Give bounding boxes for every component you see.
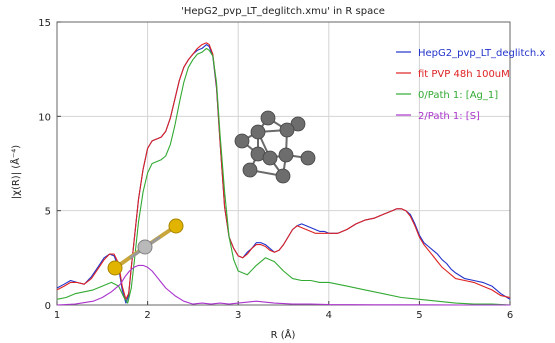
x-tick-label: 6 bbox=[507, 310, 513, 321]
x-tick-label: 4 bbox=[326, 310, 332, 321]
silver-atom-icon bbox=[250, 124, 266, 140]
plot-frame bbox=[56, 21, 511, 306]
silver-atom-icon bbox=[279, 122, 295, 138]
x-tick-label: 5 bbox=[416, 310, 422, 321]
y-axis-label: |χ(R)| (Å⁻⁴) bbox=[9, 145, 22, 199]
sulfur-atom-icon bbox=[107, 260, 123, 276]
legend-entry: fit PVP 48h 100uM bbox=[418, 69, 510, 80]
y-tick-label: 0 bbox=[45, 301, 51, 312]
legend-entry: 2/Path 1: [S] bbox=[418, 111, 480, 122]
silver-atom-icon bbox=[278, 147, 294, 163]
series-line-3 bbox=[56, 47, 511, 306]
legend-entry: HepG2_pvp_LT_deglitch.x bbox=[418, 48, 545, 59]
legend-entry: 0/Path 1: [Ag_1] bbox=[418, 90, 498, 101]
silver-atom-icon bbox=[275, 168, 291, 184]
silver-atom-icon bbox=[242, 162, 258, 178]
x-tick-label: 1 bbox=[54, 310, 60, 321]
ag-s-fragment-illustration bbox=[107, 218, 184, 276]
ag-atoms bbox=[234, 110, 316, 184]
sulfur-atom-icon bbox=[168, 218, 184, 234]
y-tick-label: 10 bbox=[38, 112, 51, 123]
silver-atom-icon bbox=[137, 239, 153, 255]
chart-title: 'HepG2_pvp_LT_deglitch.xmu' in R space bbox=[181, 6, 385, 17]
silver-atom-icon bbox=[234, 133, 250, 149]
x-tick-label: 3 bbox=[235, 310, 241, 321]
x-tick-label: 2 bbox=[144, 310, 150, 321]
silver-atom-icon bbox=[262, 150, 278, 166]
silver-atom-icon bbox=[260, 110, 276, 126]
silver-atom-icon bbox=[300, 150, 316, 166]
series-line-4 bbox=[56, 264, 510, 306]
y-tick-label: 15 bbox=[38, 18, 51, 29]
y-tick-label: 5 bbox=[45, 207, 51, 218]
x-axis-label: R (Å) bbox=[271, 328, 296, 341]
